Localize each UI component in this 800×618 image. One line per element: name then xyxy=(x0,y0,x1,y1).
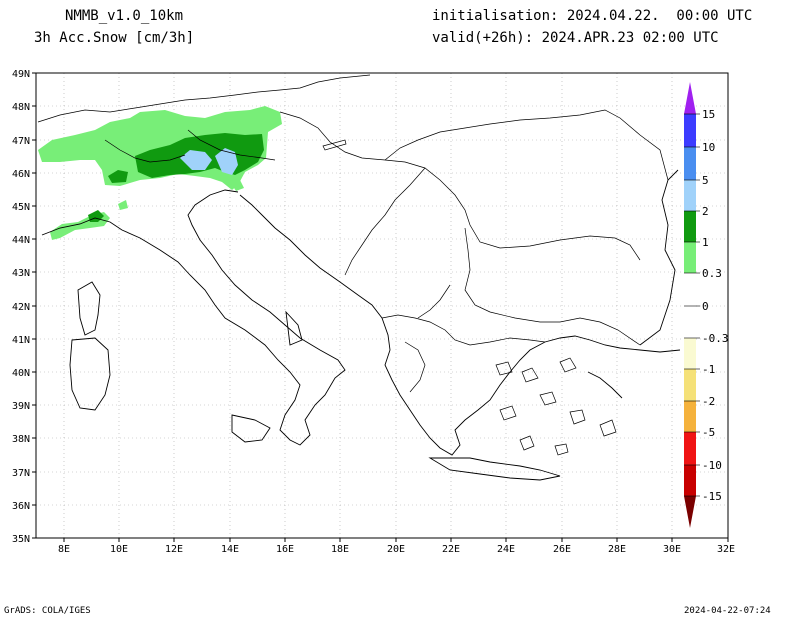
colorbar-label: -0.3 xyxy=(702,332,729,345)
lon-label: 26E xyxy=(553,544,571,555)
lat-label: 49N xyxy=(12,69,30,80)
lon-label: 22E xyxy=(442,544,460,555)
lat-label: 39N xyxy=(12,401,30,412)
colorbar-top-arrow xyxy=(684,82,696,114)
footer-credit: GrADS: COLA/IGES xyxy=(4,606,91,616)
lat-label: 35N xyxy=(12,534,30,545)
colorbar-bottom-arrow xyxy=(684,496,696,528)
lat-label: 44N xyxy=(12,235,30,246)
colorbar-label: -5 xyxy=(702,426,715,439)
lon-label: 14E xyxy=(221,544,239,555)
footer-timestamp: 2024-04-22-07:24 xyxy=(684,606,771,616)
colorbar-label: 0.3 xyxy=(702,267,722,280)
colorbar-swatch-0.3 xyxy=(684,242,696,273)
colorbar-label: -1 xyxy=(702,363,715,376)
colorbar-label: -10 xyxy=(702,459,722,472)
colorbar-label: 10 xyxy=(702,141,715,154)
tick-marks xyxy=(32,72,729,542)
lat-label: 48N xyxy=(12,102,30,113)
valid-time: valid(+26h): 2024.APR.23 02:00 UTC xyxy=(432,30,719,46)
lon-label: 30E xyxy=(663,544,681,555)
snow-heavy-carinthia xyxy=(215,148,238,175)
lat-label: 40N xyxy=(12,368,30,379)
coastlines xyxy=(41,169,681,481)
lat-label: 45N xyxy=(12,202,30,213)
colorbar-labels: 15 10 5 2 1 0.3 0 -0.3 -1 -2 -5 -10 -15 xyxy=(702,108,729,503)
lat-label: 38N xyxy=(12,434,30,445)
borders xyxy=(37,74,669,393)
colorbar-swatch-neg5 xyxy=(684,432,696,465)
lon-label: 10E xyxy=(110,544,128,555)
snow-heavy-tyrol xyxy=(180,150,212,170)
snow-medium-west xyxy=(108,170,128,183)
lon-label: 24E xyxy=(497,544,515,555)
colorbar-swatch-neg2 xyxy=(684,401,696,432)
colorbar-swatch-5 xyxy=(684,147,696,180)
colorbar-label: 2 xyxy=(702,205,709,218)
model-title: NMMB_v1.0_10km xyxy=(65,8,184,24)
lon-label: 12E xyxy=(165,544,183,555)
lon-label: 18E xyxy=(331,544,349,555)
colorbar-swatch-2 xyxy=(684,180,696,211)
init-time: initialisation: 2024.04.22. 00:00 UTC xyxy=(432,8,753,24)
colorbar-label: 15 xyxy=(702,108,715,121)
lon-label: 16E xyxy=(276,544,294,555)
field-title: 3h Acc.Snow [cm/3h] xyxy=(34,30,195,46)
lat-label: 43N xyxy=(12,268,30,279)
colorbar-label: -2 xyxy=(702,395,715,408)
colorbar xyxy=(684,82,700,528)
colorbar-label: -15 xyxy=(702,490,722,503)
islands xyxy=(322,139,617,456)
lon-label: 32E xyxy=(717,544,735,555)
colorbar-swatch-neg10 xyxy=(684,465,696,496)
colorbar-swatch-zero xyxy=(684,273,696,338)
colorbar-swatch-1 xyxy=(684,211,696,242)
colorbar-label: 0 xyxy=(702,300,709,313)
lat-label: 37N xyxy=(12,468,30,479)
colorbar-swatch-neg0.3 xyxy=(684,338,696,369)
lat-labels: 49N 48N 47N 46N 45N 44N 43N 42N 41N 40N … xyxy=(12,69,30,545)
colorbar-label: 1 xyxy=(702,236,709,249)
snow-field xyxy=(38,106,282,240)
lat-label: 46N xyxy=(12,169,30,180)
lat-label: 41N xyxy=(12,335,30,346)
lat-label: 47N xyxy=(12,136,30,147)
lon-label: 8E xyxy=(58,544,70,555)
snow-light-slovenia xyxy=(230,180,244,191)
lat-label: 42N xyxy=(12,302,30,313)
map-grid xyxy=(36,73,728,538)
colorbar-swatch-10 xyxy=(684,114,696,147)
lon-label: 20E xyxy=(387,544,405,555)
colorbar-label: 5 xyxy=(702,174,709,187)
lat-label: 36N xyxy=(12,501,30,512)
colorbar-swatch-neg1 xyxy=(684,369,696,401)
lon-label: 28E xyxy=(608,544,626,555)
snow-light-spot xyxy=(118,200,128,210)
lon-labels: 8E 10E 12E 14E 16E 18E 20E 22E 24E 26E 2… xyxy=(58,544,735,555)
